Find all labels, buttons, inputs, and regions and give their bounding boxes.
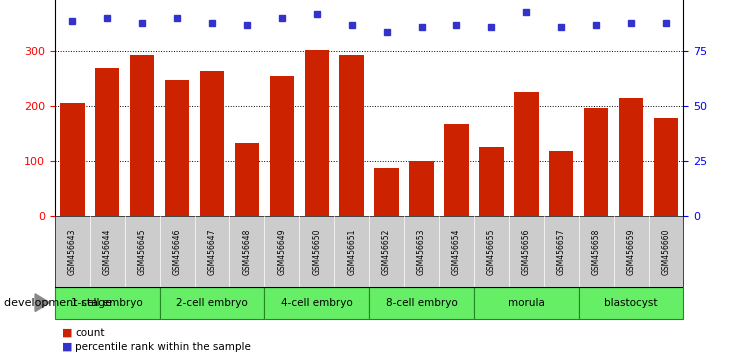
- Bar: [235, 143, 259, 216]
- Text: GSM456646: GSM456646: [173, 228, 181, 275]
- Text: GSM456649: GSM456649: [277, 228, 287, 275]
- Bar: [159, 287, 265, 319]
- Bar: [514, 92, 539, 216]
- Bar: [95, 68, 119, 216]
- Bar: [60, 103, 85, 216]
- Bar: [200, 70, 224, 216]
- Text: GSM456653: GSM456653: [417, 228, 426, 275]
- Text: 8-cell embryo: 8-cell embryo: [386, 298, 458, 308]
- Text: GSM456648: GSM456648: [243, 228, 251, 275]
- Text: GSM456655: GSM456655: [487, 228, 496, 275]
- Polygon shape: [35, 294, 50, 312]
- Text: GSM456645: GSM456645: [137, 228, 147, 275]
- Text: GSM456656: GSM456656: [522, 228, 531, 275]
- Text: GSM456654: GSM456654: [452, 228, 461, 275]
- Text: GSM456659: GSM456659: [626, 228, 635, 275]
- Text: development stage: development stage: [4, 298, 112, 308]
- Bar: [654, 118, 678, 216]
- Bar: [265, 287, 369, 319]
- Text: 1-cell embryo: 1-cell embryo: [72, 298, 143, 308]
- Text: GSM456647: GSM456647: [208, 228, 216, 275]
- Text: morula: morula: [508, 298, 545, 308]
- Text: ■: ■: [62, 342, 72, 352]
- Bar: [619, 98, 643, 216]
- Bar: [339, 55, 364, 216]
- Bar: [164, 80, 189, 216]
- Text: GSM456651: GSM456651: [347, 228, 356, 275]
- Text: GSM456652: GSM456652: [382, 228, 391, 275]
- Text: GSM456650: GSM456650: [312, 228, 321, 275]
- Bar: [409, 161, 433, 216]
- Bar: [474, 287, 579, 319]
- Text: GSM456658: GSM456658: [591, 228, 601, 275]
- Bar: [270, 76, 294, 216]
- Bar: [579, 287, 683, 319]
- Bar: [130, 55, 154, 216]
- Text: GSM456660: GSM456660: [662, 228, 670, 275]
- Bar: [369, 287, 474, 319]
- Bar: [305, 50, 329, 216]
- Text: 2-cell embryo: 2-cell embryo: [176, 298, 248, 308]
- Text: 4-cell embryo: 4-cell embryo: [281, 298, 352, 308]
- Text: blastocyst: blastocyst: [605, 298, 658, 308]
- Text: GSM456643: GSM456643: [68, 228, 77, 275]
- Bar: [55, 287, 159, 319]
- Text: ■: ■: [62, 328, 72, 338]
- Bar: [584, 108, 608, 216]
- Text: GSM456644: GSM456644: [103, 228, 112, 275]
- Bar: [480, 147, 504, 216]
- Bar: [374, 168, 399, 216]
- Text: count: count: [75, 328, 105, 338]
- Text: GSM456657: GSM456657: [557, 228, 566, 275]
- Bar: [549, 151, 574, 216]
- Text: percentile rank within the sample: percentile rank within the sample: [75, 342, 251, 352]
- Bar: [444, 124, 469, 216]
